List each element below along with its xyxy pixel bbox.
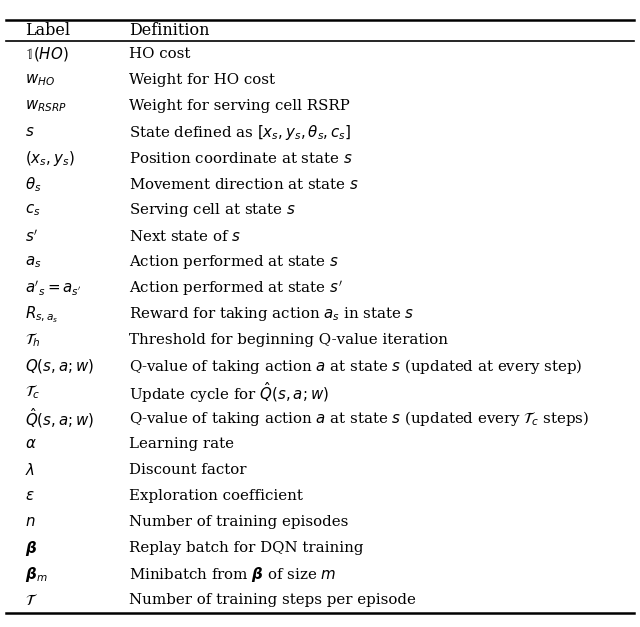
Text: $\lambda$: $\lambda$ [25,462,35,478]
Text: Number of training steps per episode: Number of training steps per episode [129,593,415,608]
Text: $s$: $s$ [25,125,35,139]
Text: Learning rate: Learning rate [129,438,234,451]
Text: $w_{RSRP}$: $w_{RSRP}$ [25,98,67,114]
Text: Exploration coefficient: Exploration coefficient [129,489,303,503]
Text: Threshold for beginning Q-value iteration: Threshold for beginning Q-value iteratio… [129,334,448,347]
Text: Action performed at state $s'$: Action performed at state $s'$ [129,278,342,298]
Text: Q-value of taking action $a$ at state $s$ (updated at every step): Q-value of taking action $a$ at state $s… [129,357,582,376]
Text: Discount factor: Discount factor [129,463,246,477]
Text: Definition: Definition [129,23,209,40]
Text: $Q(s,a;w)$: $Q(s,a;w)$ [25,357,94,376]
Text: $a'_s = a_{s'}$: $a'_s = a_{s'}$ [25,278,82,298]
Text: $a_s$: $a_s$ [25,255,42,270]
Text: $w_{HO}$: $w_{HO}$ [25,73,55,88]
Text: $(x_s, y_s)$: $(x_s, y_s)$ [25,149,75,168]
Text: $\boldsymbol{\beta}$: $\boldsymbol{\beta}$ [25,539,37,558]
Text: $\epsilon$: $\epsilon$ [25,489,35,503]
Text: $\hat{Q}(s,a;w)$: $\hat{Q}(s,a;w)$ [25,406,94,430]
Text: HO cost: HO cost [129,47,190,61]
Text: Action performed at state $s$: Action performed at state $s$ [129,253,339,271]
Text: $s'$: $s'$ [25,228,38,245]
Text: $c_s$: $c_s$ [25,203,41,218]
Text: $\mathbb{1}(HO)$: $\mathbb{1}(HO)$ [25,45,69,63]
Text: Position coordinate at state $s$: Position coordinate at state $s$ [129,151,353,166]
Text: $\mathcal{T}_c$: $\mathcal{T}_c$ [25,384,40,401]
Text: Serving cell at state $s$: Serving cell at state $s$ [129,201,296,219]
Text: Reward for taking action $a_s$ in state $s$: Reward for taking action $a_s$ in state … [129,305,414,324]
Text: Replay batch for DQN training: Replay batch for DQN training [129,541,364,556]
Text: Number of training episodes: Number of training episodes [129,515,348,529]
Text: Weight for HO cost: Weight for HO cost [129,73,275,87]
Text: $\alpha$: $\alpha$ [25,438,37,451]
Text: Next state of $s$: Next state of $s$ [129,229,241,244]
Text: $\theta_s$: $\theta_s$ [25,175,42,194]
Text: Movement direction at state $s$: Movement direction at state $s$ [129,177,358,192]
Text: Update cycle for $\hat{Q}(s,a;w)$: Update cycle for $\hat{Q}(s,a;w)$ [129,380,328,405]
Text: State defined as $[x_s, y_s, \theta_s, c_s]$: State defined as $[x_s, y_s, \theta_s, c… [129,123,351,142]
Text: $R_{s,a_s}$: $R_{s,a_s}$ [25,304,59,325]
Text: $\boldsymbol{\beta}_m$: $\boldsymbol{\beta}_m$ [25,565,48,584]
Text: $\mathcal{T}$: $\mathcal{T}$ [25,593,38,608]
Text: Label: Label [25,23,70,40]
Text: $n$: $n$ [25,515,36,529]
Text: Minibatch from $\boldsymbol{\beta}$ of size $m$: Minibatch from $\boldsymbol{\beta}$ of s… [129,565,336,584]
Text: $\mathcal{T}_h$: $\mathcal{T}_h$ [25,332,41,349]
Text: Q-value of taking action $a$ at state $s$ (updated every $\mathcal{T}_c$ steps): Q-value of taking action $a$ at state $s… [129,409,589,428]
Text: Weight for serving cell RSRP: Weight for serving cell RSRP [129,99,349,113]
